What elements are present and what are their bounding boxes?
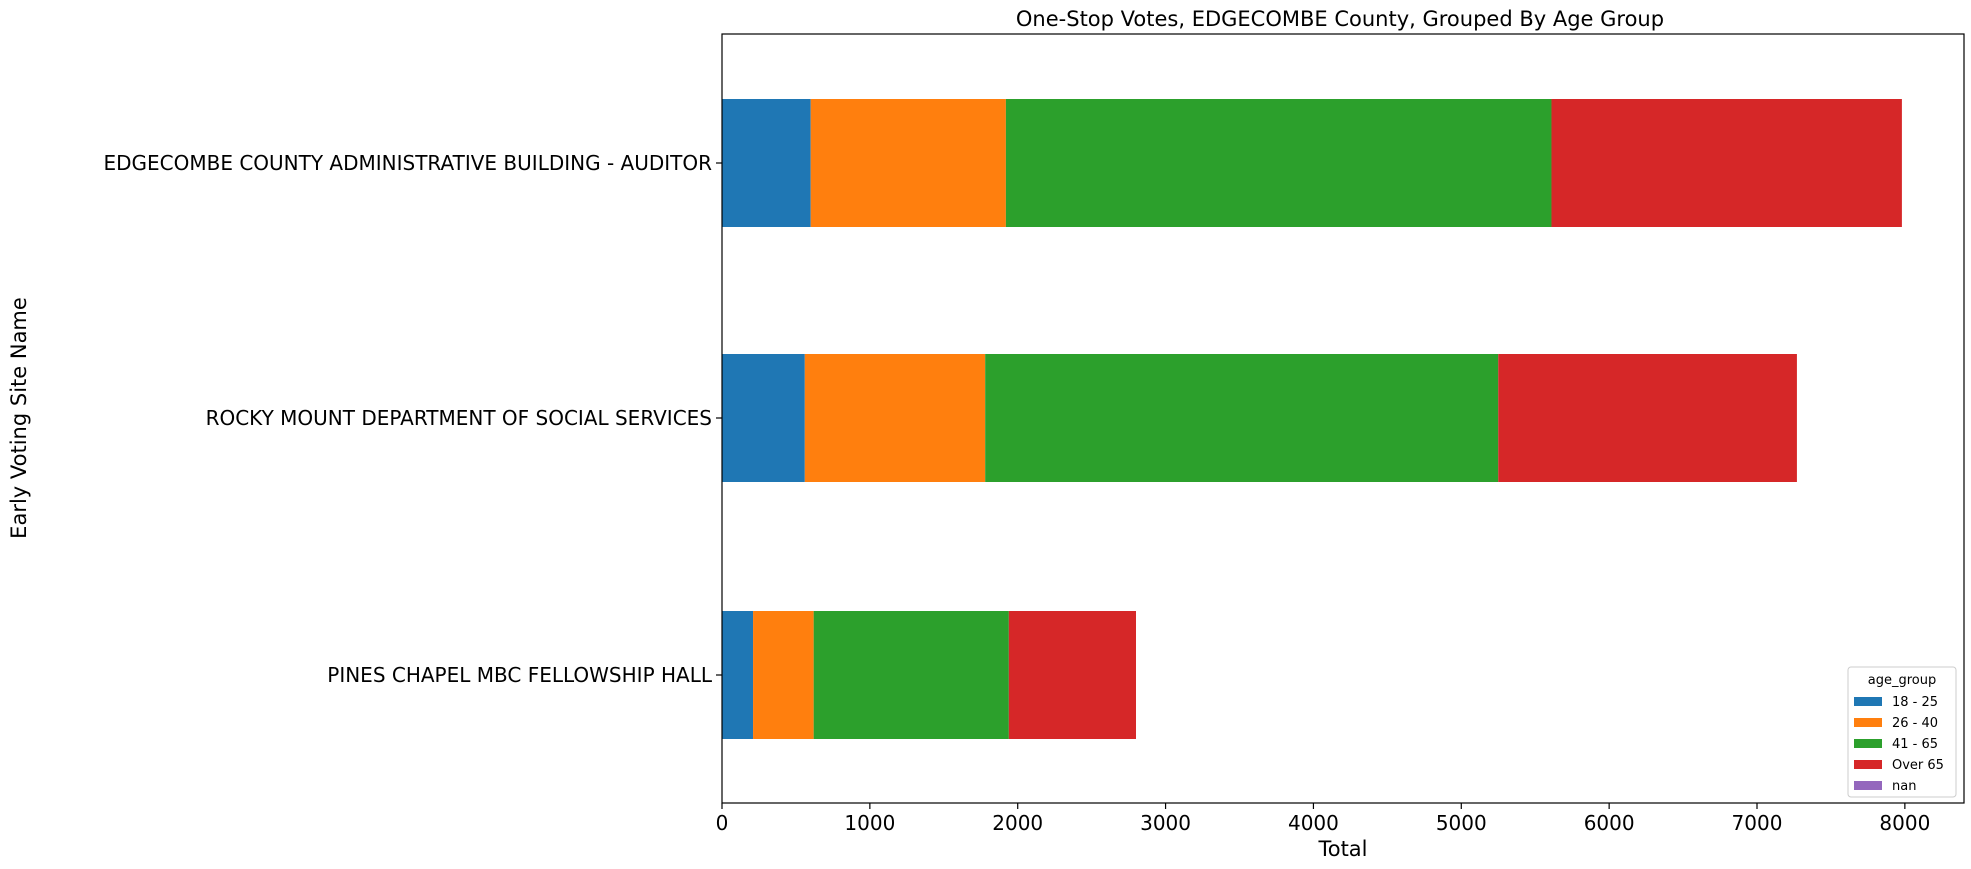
legend-items: 18 - 25 26 - 40 41 - 65 Over 65 nan xyxy=(1854,695,1944,794)
bar-1-41-65 xyxy=(985,354,1499,482)
legend-swatch xyxy=(1854,718,1882,727)
bar-2-26-40 xyxy=(753,611,814,739)
x-tick-label: 2000 xyxy=(992,811,1043,835)
bar-1-18-25 xyxy=(722,354,805,482)
legend: age_group 18 - 25 26 - 40 41 - 65 Over 65 na… xyxy=(1847,666,1957,798)
y-tick-label: EDGECOMBE COUNTY ADMINISTRATIVE BUILDING… xyxy=(103,151,712,175)
bar-1-26-40 xyxy=(804,354,986,482)
legend-label: Over 65 xyxy=(1892,758,1944,773)
legend-swatch xyxy=(1854,781,1882,790)
y-tick-label: PINES CHAPEL MBC FELLOWSHIP HALL xyxy=(327,663,713,687)
x-tick-label: 1000 xyxy=(844,811,895,835)
bar-2-18-25 xyxy=(722,611,754,739)
x-tick-label: 3000 xyxy=(1140,811,1191,835)
chart-title: One-Stop Votes, EDGECOMBE County, Groupe… xyxy=(1016,7,1664,31)
bar-0-26-40 xyxy=(810,99,1006,227)
bar-1-over65 xyxy=(1498,354,1797,482)
bars-group xyxy=(722,99,1902,739)
x-axis-label: Total xyxy=(1317,837,1367,861)
y-axis-label: Early Voting Site Name xyxy=(7,297,31,539)
x-tick-label: 5000 xyxy=(1436,811,1487,835)
x-tick-label: 7000 xyxy=(1732,811,1783,835)
legend-label: 41 - 65 xyxy=(1892,737,1938,752)
legend-label: 26 - 40 xyxy=(1892,716,1938,731)
x-tick-label: 6000 xyxy=(1584,811,1635,835)
y-tick-label: ROCKY MOUNT DEPARTMENT OF SOCIAL SERVICE… xyxy=(206,406,712,430)
x-tick-label: 4000 xyxy=(1288,811,1339,835)
bar-0-18-25 xyxy=(722,99,811,227)
x-tick-label: 0 xyxy=(716,811,729,835)
legend-title: age_group xyxy=(1868,673,1936,688)
bar-0-41-65 xyxy=(1005,99,1552,227)
x-axis: 0 1000 2000 3000 4000 5000 6000 7000 8000 xyxy=(716,803,1930,835)
legend-swatch xyxy=(1854,697,1882,706)
bar-2-over65 xyxy=(1008,611,1136,739)
y-axis: EDGECOMBE COUNTY ADMINISTRATIVE BUILDING… xyxy=(103,151,722,687)
x-tick-label: 8000 xyxy=(1879,811,1930,835)
bar-2-41-65 xyxy=(813,611,1009,739)
legend-label: nan xyxy=(1892,779,1916,794)
legend-swatch xyxy=(1854,739,1882,748)
legend-swatch xyxy=(1854,760,1882,769)
bar-0-over65 xyxy=(1551,99,1902,227)
legend-label: 18 - 25 xyxy=(1892,695,1938,710)
